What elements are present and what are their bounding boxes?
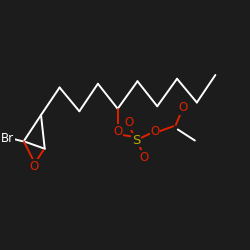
Text: Br: Br <box>1 132 14 145</box>
Text: O: O <box>124 116 134 129</box>
Text: O: O <box>178 101 188 114</box>
Text: O: O <box>139 151 148 164</box>
Text: S: S <box>132 134 140 146</box>
Text: O: O <box>29 160 38 173</box>
Text: O: O <box>113 125 122 138</box>
Text: O: O <box>150 125 160 138</box>
